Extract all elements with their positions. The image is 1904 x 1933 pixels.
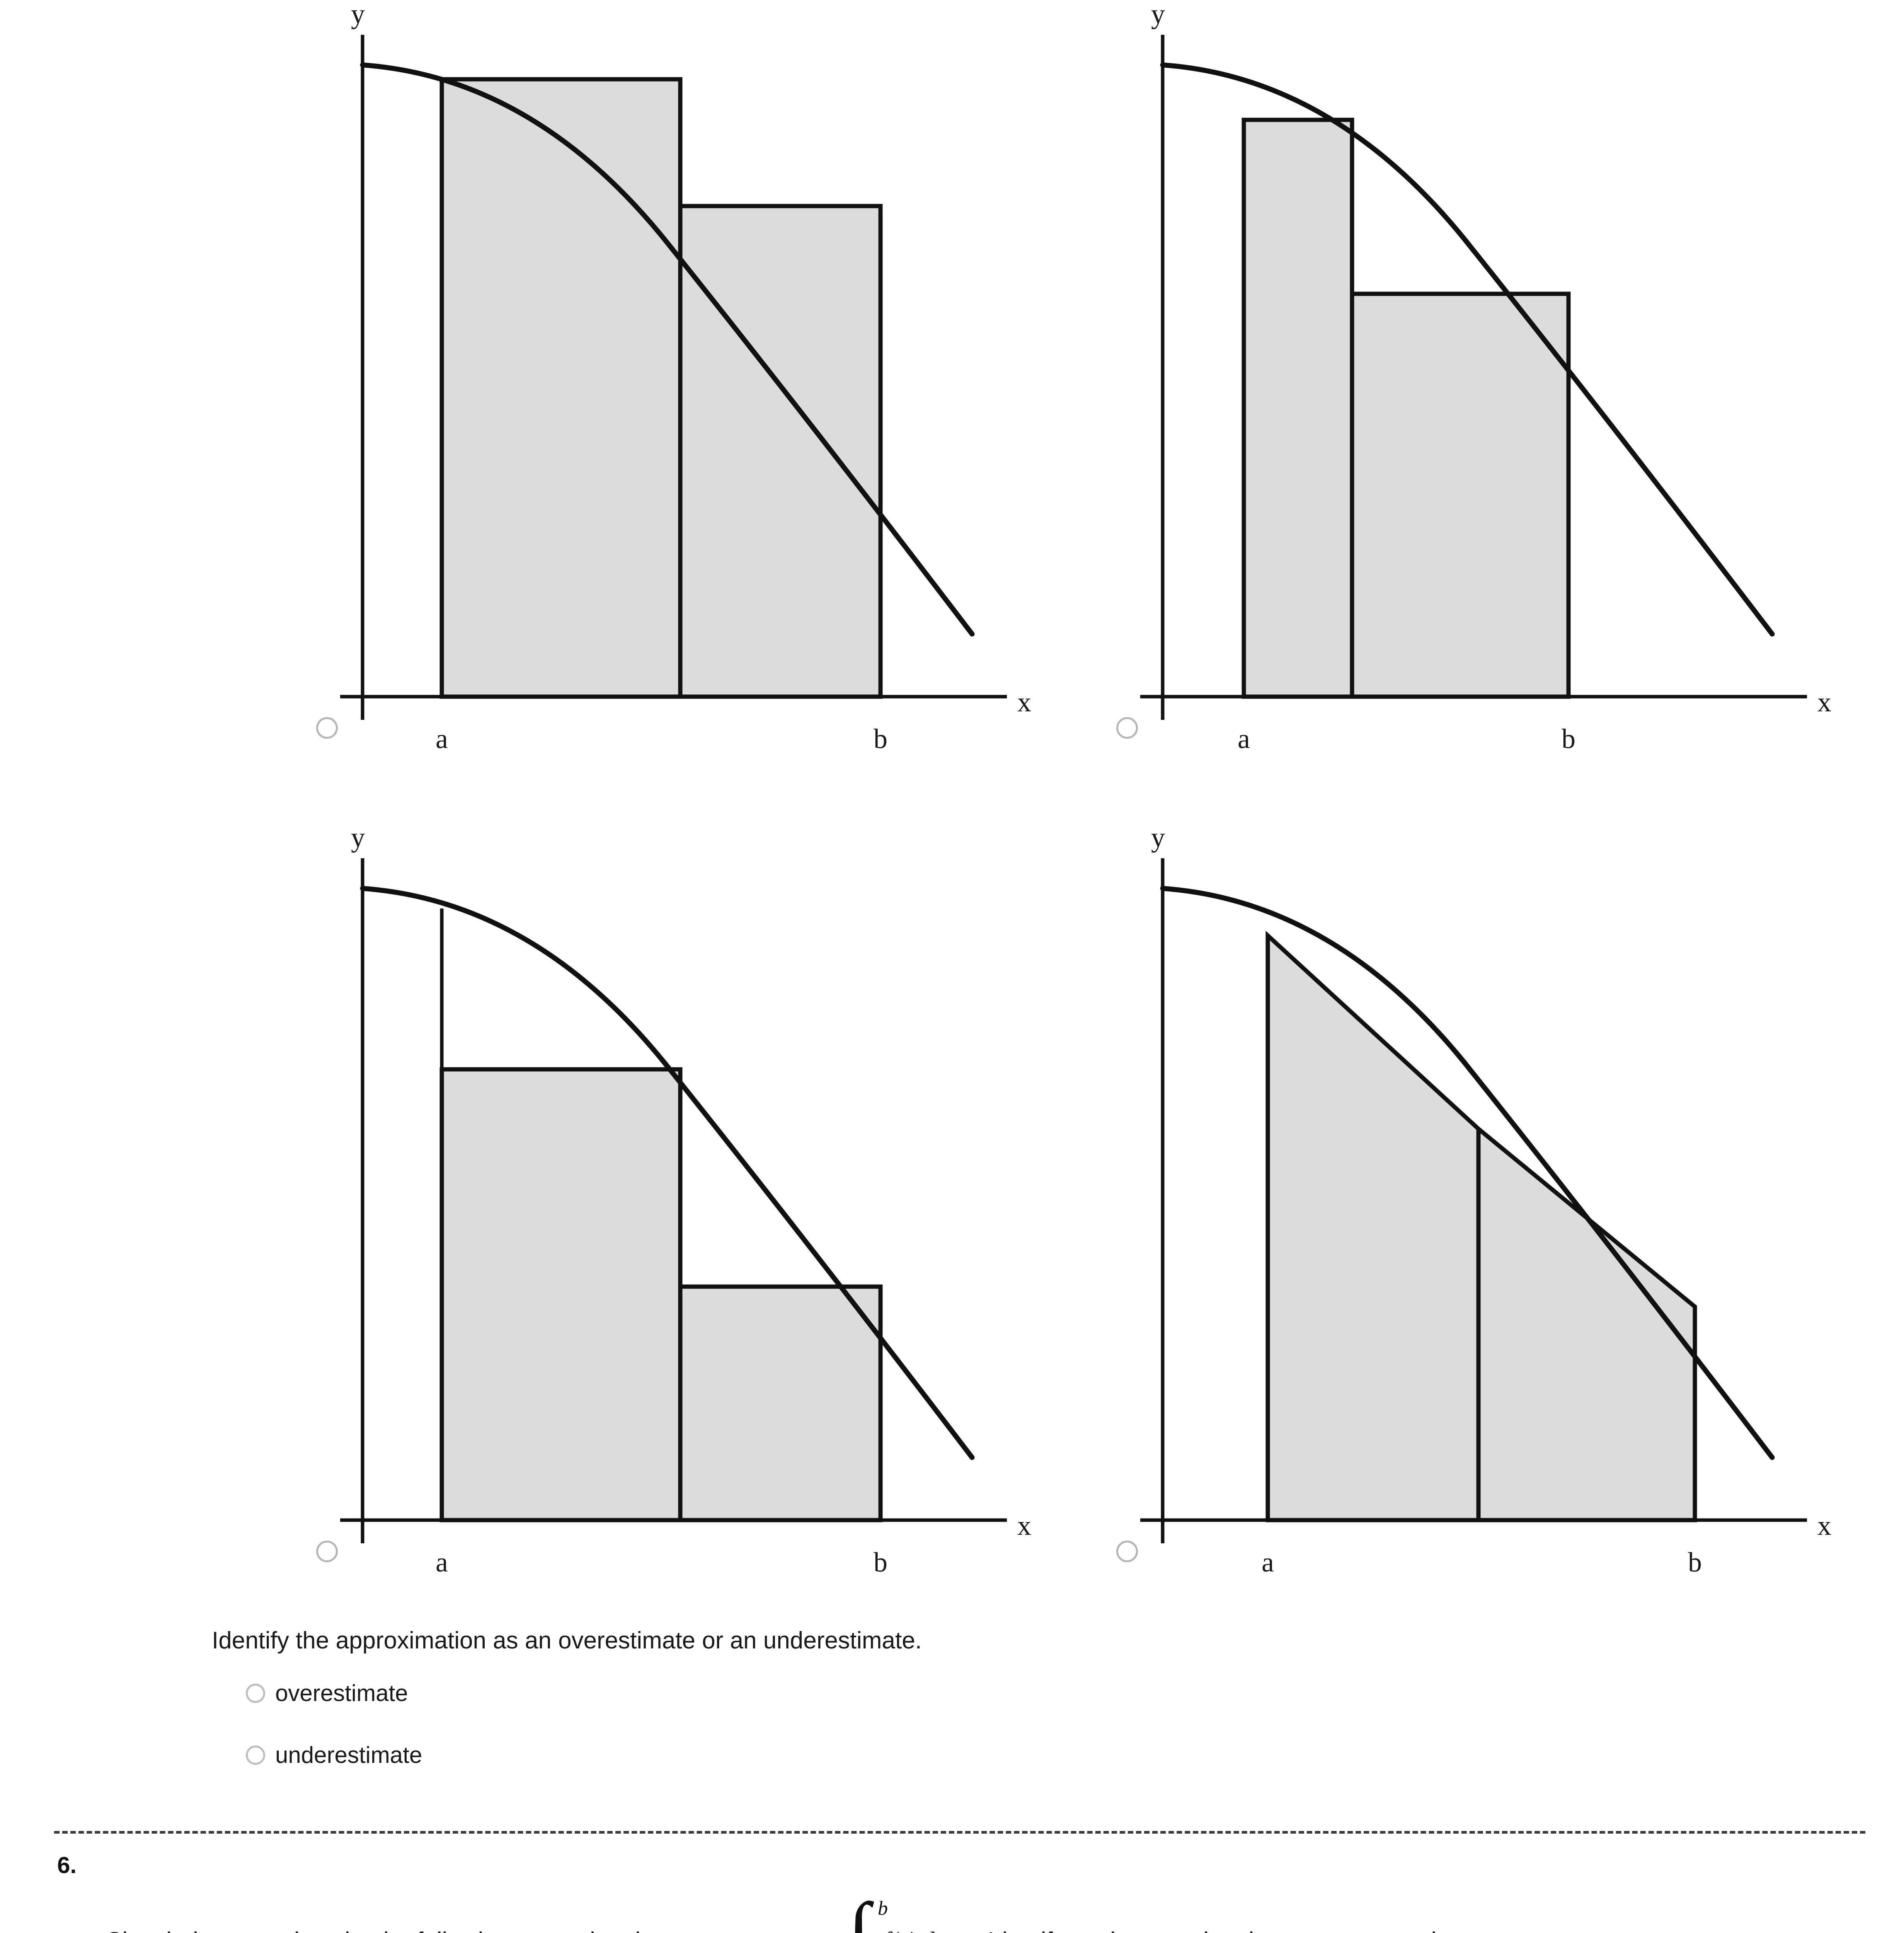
integral-upper-limit: b — [878, 1897, 888, 1919]
chart-option-4-graphic: y x a b — [1140, 823, 1831, 1578]
integral-expression: ∫ b a — [841, 1891, 906, 1933]
function-curve — [360, 62, 975, 637]
tick-label-a: a — [1262, 1547, 1274, 1578]
chart-option-2-graphic: y x a b — [1140, 0, 1831, 754]
x-axis-label: x — [1817, 1510, 1831, 1541]
option-row-overestimate[interactable]: overestimate — [246, 1680, 408, 1706]
question-number: 6. — [57, 1852, 77, 1878]
y-axis-label: y — [351, 0, 365, 29]
tick-label-a: a — [1238, 723, 1250, 754]
integrand-text: f(x) dx. — [883, 1927, 951, 1933]
chart-option-4[interactable]: y x a b — [1117, 823, 1851, 1581]
chart-option-2-radio[interactable] — [1116, 717, 1138, 739]
tick-label-b: b — [874, 723, 887, 754]
option-label-overestimate: overestimate — [275, 1680, 408, 1706]
tick-label-a: a — [436, 1547, 448, 1578]
tick-label-a: a — [436, 723, 448, 754]
rectangle-1 — [439, 1067, 683, 1522]
chart-option-1-graphic: y x a b — [340, 0, 1031, 754]
option-row-underestimate[interactable]: underestimate — [246, 1742, 422, 1768]
section-divider — [54, 1831, 1865, 1834]
chart-option-2[interactable]: y x a b — [1117, 0, 1851, 758]
tick-label-b: b — [1562, 723, 1575, 754]
integral-sign: ∫ — [848, 1887, 870, 1933]
tick-label-b: b — [874, 1547, 887, 1578]
radio-underestimate[interactable] — [246, 1745, 265, 1765]
y-axis-label: y — [351, 823, 365, 853]
chart-option-4-radio[interactable] — [1116, 1541, 1138, 1562]
rectangle-1 — [1242, 118, 1354, 699]
radio-overestimate[interactable] — [246, 1683, 265, 1703]
y-axis-label: y — [1151, 823, 1165, 853]
trapezoid-2 — [1476, 1124, 1697, 1522]
chart-option-3[interactable]: y x a b — [317, 823, 1051, 1581]
chart-option-1-radio[interactable] — [316, 717, 338, 739]
function-curve — [1160, 886, 1775, 1460]
question-line1-before: Sketch the area given by the following a… — [106, 1927, 706, 1933]
option-label-underestimate: underestimate — [275, 1742, 422, 1768]
rectangle-2 — [1350, 291, 1571, 699]
x-axis-label: x — [1817, 687, 1831, 718]
x-axis-label: x — [1017, 1510, 1031, 1541]
rectangle-1 — [439, 77, 683, 699]
chart-option-3-radio[interactable] — [316, 1541, 338, 1562]
trapezoid-1 — [1265, 931, 1481, 1522]
function-curve — [1160, 62, 1775, 637]
chart-option-1[interactable]: y x a b — [317, 0, 1051, 758]
answer-prompt: Identify the approximation as an overest… — [212, 1627, 922, 1654]
function-curve — [360, 886, 975, 1460]
chart-option-3-graphic: y x a b — [340, 823, 1031, 1578]
rectangle-2 — [678, 1284, 883, 1522]
question-line1-after: Identify each approximation as an overes… — [988, 1927, 1551, 1933]
x-axis-label: x — [1017, 687, 1031, 718]
rectangle-2 — [678, 204, 883, 699]
tick-label-b: b — [1688, 1547, 1702, 1578]
y-axis-label: y — [1151, 0, 1165, 29]
